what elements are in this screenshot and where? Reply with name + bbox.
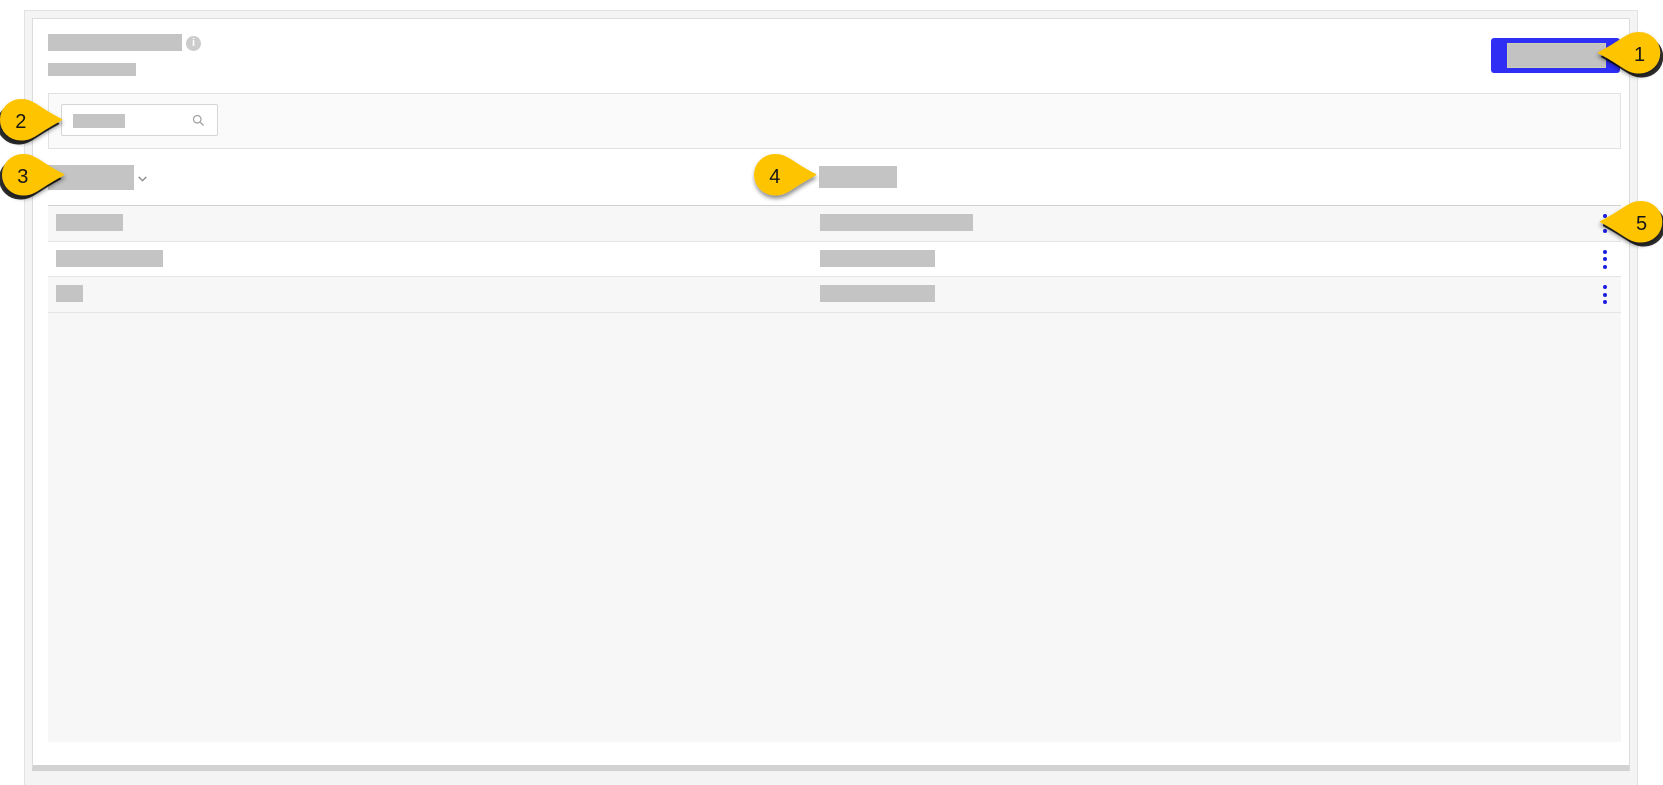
svg-text:3: 3: [17, 166, 28, 188]
svg-text:4: 4: [769, 166, 780, 188]
svg-text:5: 5: [1636, 213, 1647, 235]
svg-text:1: 1: [1634, 44, 1645, 66]
svg-text:2: 2: [15, 111, 26, 133]
